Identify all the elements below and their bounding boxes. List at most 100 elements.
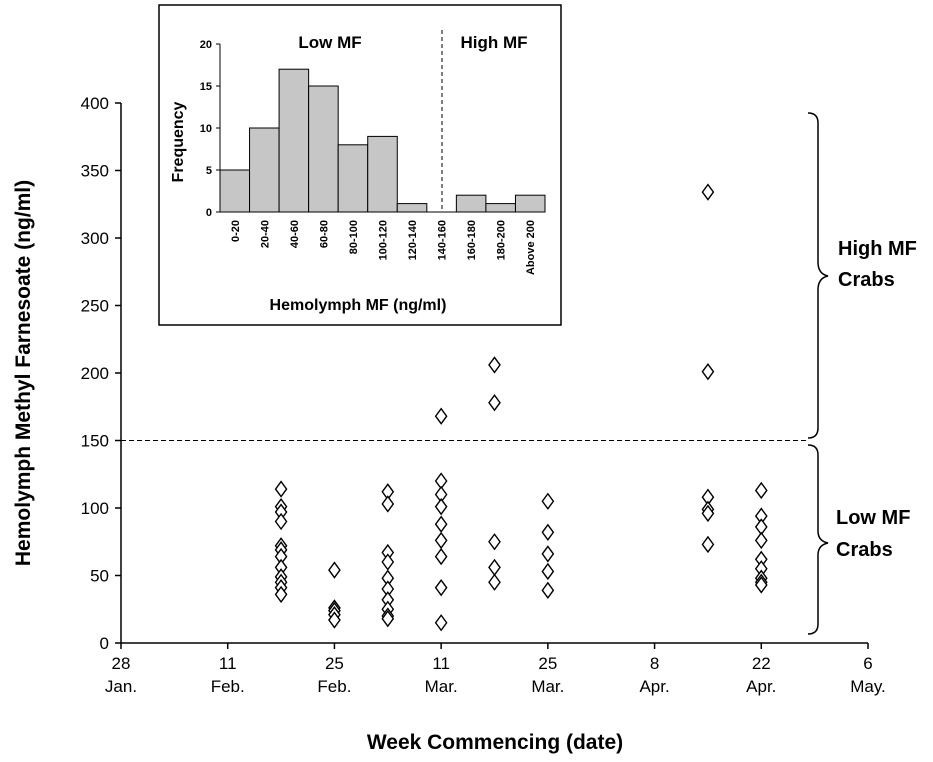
y-tick-label: 250 [81, 297, 109, 316]
x-tick-label-month: Feb. [317, 677, 351, 696]
data-point-diamond [701, 183, 715, 201]
y-tick-label: 200 [81, 364, 109, 383]
x-tick-label-day: 25 [538, 654, 557, 673]
inset-x-axis-title: Hemolymph MF (ng/ml) [270, 297, 447, 314]
inset-y-axis-title: Frequency [170, 101, 187, 182]
x-tick-label-day: 11 [432, 654, 450, 673]
data-point-diamond [701, 535, 715, 554]
low-mf-bracket [807, 444, 829, 635]
y-axis-title: Hemolymph Methyl Farnesoate (ng/ml) [12, 180, 35, 566]
inset-x-tick-label: 0-20 [230, 220, 242, 242]
inset-y-tick-label: 20 [200, 39, 212, 51]
data-point-diamond [434, 531, 448, 550]
x-tick-label-day: 25 [325, 654, 344, 673]
data-point-diamond [434, 614, 448, 632]
x-tick-label-day: 11 [219, 654, 237, 673]
data-point-diamond [434, 407, 448, 425]
x-tick-label-day: 6 [863, 654, 872, 673]
inset-y-tick-label: 10 [200, 123, 212, 135]
inset-bar [278, 68, 310, 213]
inset-histogram: 0 5 10 15 20 0-20 20-40 40-60 60-80 80-100 100-12… [158, 4, 562, 326]
inset-bar [337, 144, 369, 213]
data-point-diamond [488, 573, 501, 591]
high-mf-label-line1: High MF [838, 238, 917, 260]
data-point-diamond [274, 585, 288, 604]
inset-x-axis-ticks: 0-20 20-40 40-60 60-80 80-100 100-120 120-140 1… [230, 220, 537, 275]
inset-bar [249, 127, 280, 213]
data-point-diamond [488, 558, 501, 577]
inset-x-tick-label: 160-180 [466, 220, 478, 260]
data-point-diamond [434, 547, 448, 566]
data-point-diamond [541, 562, 555, 581]
data-point-diamond [274, 480, 288, 498]
data-point-diamond [434, 578, 448, 597]
inset-low-mf-label: Low MF [298, 33, 361, 52]
inset-bars [219, 68, 546, 213]
data-point-diamond [488, 356, 501, 374]
high-mf-label-line2: Crabs [838, 269, 895, 291]
data-point-diamond [488, 394, 501, 412]
y-tick-label: 100 [81, 499, 109, 518]
inset-x-tick-label: 120-140 [407, 220, 419, 260]
inset-x-tick-label: 140-160 [437, 220, 449, 260]
inset-x-tick-label: 20-40 [259, 220, 271, 248]
data-point-diamond [381, 553, 395, 571]
data-point-diamond [754, 531, 768, 550]
x-tick-label-day: 8 [650, 654, 659, 673]
inset-y-tick-label: 15 [200, 81, 212, 93]
data-point-diamond [328, 611, 341, 629]
data-point-diamond [274, 512, 288, 531]
inset-bar [396, 203, 428, 213]
data-point-diamond [434, 497, 448, 516]
x-axis-title: Week Commencing (date) [367, 731, 623, 754]
y-tick-label: 150 [81, 432, 109, 451]
x-tick-label-month: Mar. [531, 677, 564, 696]
x-tick-label-month: May. [850, 677, 886, 696]
inset-bar [514, 194, 546, 213]
data-point-diamond [754, 481, 768, 500]
inset-high-mf-label: High MF [460, 33, 527, 52]
inset-bar [367, 135, 398, 213]
low-mf-label-line1: Low MF [836, 507, 910, 529]
y-tick-label: 350 [81, 162, 109, 181]
data-point-diamond [701, 504, 715, 523]
data-point-diamond [541, 492, 555, 510]
x-axis-ticks: 28 Jan. 11 Feb. 25 Feb. 11 Mar. 25 Mar. 8 Apr. 22 Apr… [105, 643, 886, 696]
y-tick-label: 400 [81, 94, 109, 113]
inset-x-tick-label: 40-60 [289, 220, 301, 248]
inset-y-axis-ticks: 0 5 10 15 20 [200, 39, 220, 219]
data-point-diamond [754, 576, 768, 594]
main-scatter-plot: 0 50 100 150 200 250 300 350 400 28 Jan. 11 Feb. 25 F… [12, 94, 917, 754]
inset-y-tick-label: 5 [206, 165, 212, 177]
y-tick-label: 0 [100, 634, 109, 653]
y-axis-ticks: 0 50 100 150 200 250 300 350 400 [81, 94, 121, 653]
inset-x-tick-label: 80-100 [348, 220, 360, 254]
x-tick-label-month: Feb. [211, 677, 245, 696]
x-tick-label-month: Apr. [639, 677, 669, 696]
data-point-diamond [541, 523, 555, 541]
inset-x-tick-label: 60-80 [318, 220, 330, 248]
data-point-diamond [434, 515, 448, 533]
inset-x-tick-label: Above 200 [525, 220, 537, 275]
inset-x-tick-label: 180-200 [496, 220, 508, 260]
inset-x-tick-label: 100-120 [378, 220, 390, 260]
x-tick-label-month: Apr. [746, 677, 776, 696]
inset-bar [485, 203, 516, 213]
x-tick-label-month: Jan. [105, 677, 137, 696]
x-tick-label-month: Mar. [425, 677, 458, 696]
data-point-diamond [541, 545, 555, 563]
y-tick-label: 300 [81, 229, 109, 248]
data-point-diamond [701, 362, 715, 381]
x-tick-label-day: 22 [752, 654, 771, 673]
inset-bar [308, 85, 339, 213]
y-tick-label: 50 [90, 567, 109, 586]
x-tick-label-day: 28 [112, 654, 131, 673]
inset-bar [219, 169, 251, 213]
inset-bar [455, 194, 487, 213]
data-point-diamond [541, 581, 555, 600]
data-points [274, 183, 768, 632]
data-point-diamond [328, 561, 341, 579]
data-point-diamond [381, 495, 395, 513]
